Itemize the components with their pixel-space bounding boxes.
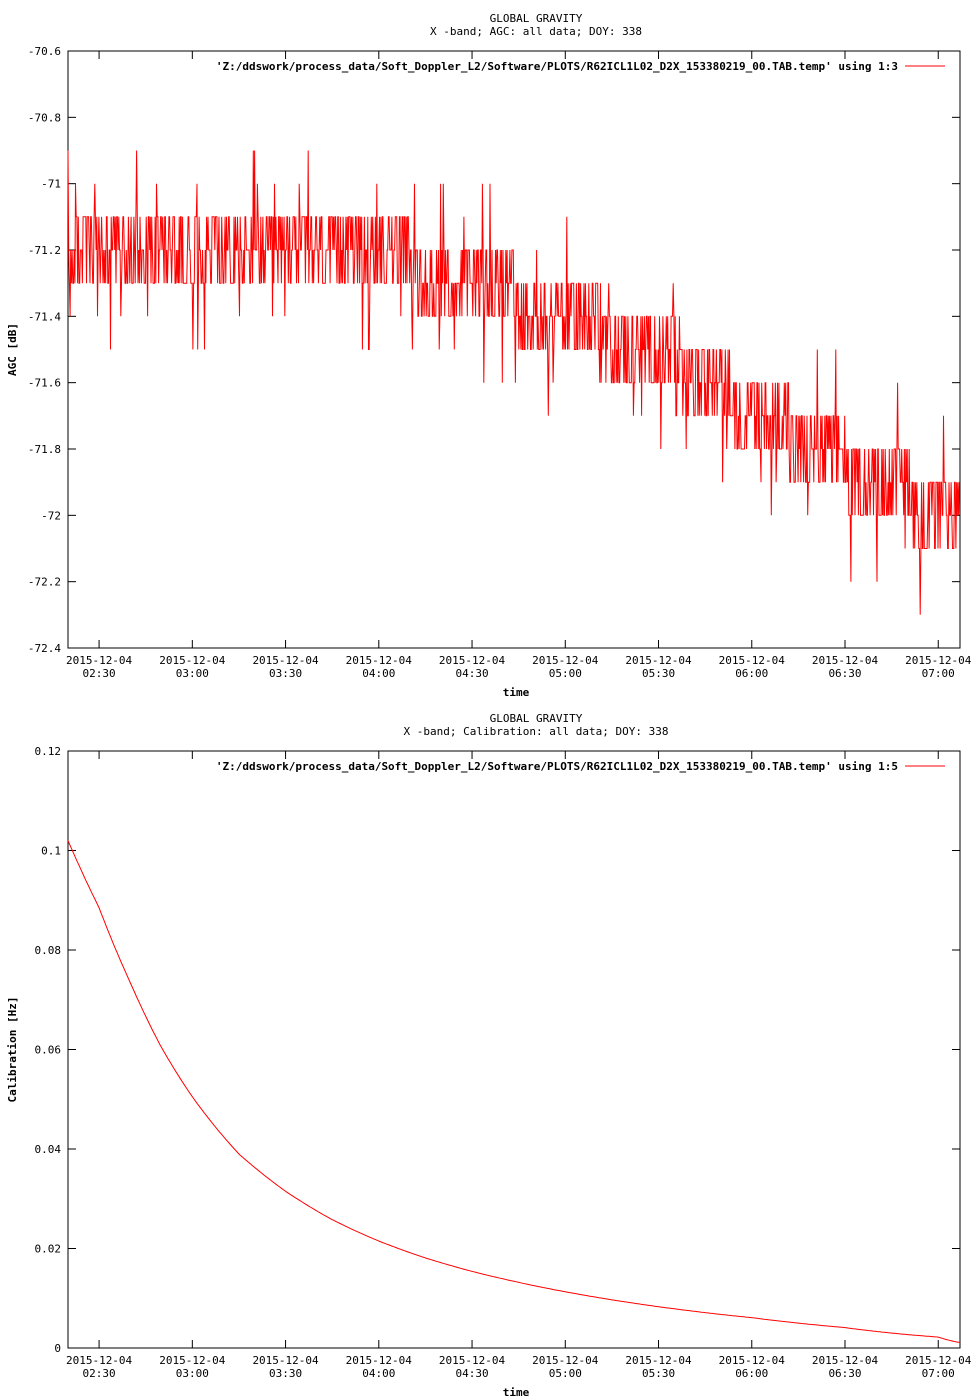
y-tick-label: -71 xyxy=(41,178,61,191)
y-tick-label: 0.04 xyxy=(35,1143,62,1156)
x-tick-time-label: 06:00 xyxy=(735,1367,768,1380)
chart-title: GLOBAL GRAVITY xyxy=(490,12,583,25)
x-tick-time-label: 02:30 xyxy=(83,667,116,680)
y-axis-label: Calibration [Hz] xyxy=(6,997,19,1103)
legend-label: 'Z:/ddswork/process_data/Soft_Doppler_L2… xyxy=(216,760,898,773)
y-tick-label: -71.2 xyxy=(28,244,61,257)
x-tick-date-label: 2015-12-04 xyxy=(439,654,506,667)
x-tick-date-label: 2015-12-04 xyxy=(532,654,599,667)
x-axis-label: time xyxy=(503,1386,530,1399)
x-tick-date-label: 2015-12-04 xyxy=(252,1354,319,1367)
y-axis-label: AGC [dB] xyxy=(6,323,19,376)
x-tick-time-label: 03:00 xyxy=(176,667,209,680)
y-tick-label: 0.12 xyxy=(35,745,62,758)
y-tick-label: 0.1 xyxy=(41,845,61,858)
chart-subtitle: X -band; Calibration: all data; DOY: 338 xyxy=(404,725,669,738)
x-tick-time-label: 03:30 xyxy=(269,667,302,680)
y-tick-label: -70.6 xyxy=(28,45,61,58)
x-tick-time-label: 04:00 xyxy=(362,1367,395,1380)
y-tick-label: -71.6 xyxy=(28,377,61,390)
x-tick-time-label: 04:00 xyxy=(362,667,395,680)
x-tick-time-label: 04:30 xyxy=(455,1367,488,1380)
y-tick-label: -72 xyxy=(41,509,61,522)
x-tick-time-label: 03:00 xyxy=(176,1367,209,1380)
x-tick-time-label: 02:30 xyxy=(83,1367,116,1380)
x-tick-date-label: 2015-12-04 xyxy=(625,1354,692,1367)
x-tick-time-label: 05:30 xyxy=(642,667,675,680)
x-tick-time-label: 07:00 xyxy=(922,1367,955,1380)
x-tick-time-label: 05:30 xyxy=(642,1367,675,1380)
x-tick-time-label: 05:00 xyxy=(549,667,582,680)
plot-frame xyxy=(67,750,961,1349)
x-tick-time-label: 07:00 xyxy=(922,667,955,680)
legend-label: 'Z:/ddswork/process_data/Soft_Doppler_L2… xyxy=(216,60,898,73)
x-tick-date-label: 2015-12-04 xyxy=(532,1354,599,1367)
y-tick-label: -72.4 xyxy=(28,642,61,655)
x-tick-time-label: 06:00 xyxy=(735,667,768,680)
x-tick-date-label: 2015-12-04 xyxy=(159,654,226,667)
x-tick-date-label: 2015-12-04 xyxy=(719,1354,786,1367)
y-tick-label: 0.08 xyxy=(35,944,62,957)
x-tick-time-label: 05:00 xyxy=(549,1367,582,1380)
y-tick-label: -71.4 xyxy=(28,310,61,323)
plot-frame xyxy=(67,50,961,649)
x-tick-date-label: 2015-12-04 xyxy=(719,654,786,667)
x-tick-date-label: 2015-12-04 xyxy=(439,1354,506,1367)
y-tick-label: 0.06 xyxy=(35,1044,62,1057)
x-tick-date-label: 2015-12-04 xyxy=(159,1354,226,1367)
chart-subtitle: X -band; AGC: all data; DOY: 338 xyxy=(430,25,642,38)
y-tick-label: -71.8 xyxy=(28,443,61,456)
x-tick-date-label: 2015-12-04 xyxy=(66,654,133,667)
x-tick-date-label: 2015-12-04 xyxy=(905,1354,972,1367)
x-tick-time-label: 06:30 xyxy=(828,1367,861,1380)
y-tick-label: 0.02 xyxy=(35,1243,62,1256)
x-tick-date-label: 2015-12-04 xyxy=(346,654,413,667)
x-tick-date-label: 2015-12-04 xyxy=(905,654,972,667)
x-tick-date-label: 2015-12-04 xyxy=(812,654,879,667)
x-tick-date-label: 2015-12-04 xyxy=(66,1354,133,1367)
x-tick-date-label: 2015-12-04 xyxy=(252,654,319,667)
y-tick-label: -72.2 xyxy=(28,576,61,589)
series-line xyxy=(67,150,960,615)
x-axis-label: time xyxy=(503,686,530,699)
chart-title: GLOBAL GRAVITY xyxy=(490,712,583,725)
x-tick-time-label: 04:30 xyxy=(455,667,488,680)
series-line xyxy=(67,840,961,1343)
x-tick-date-label: 2015-12-04 xyxy=(812,1354,879,1367)
x-tick-time-label: 06:30 xyxy=(828,667,861,680)
x-tick-time-label: 03:30 xyxy=(269,1367,302,1380)
y-tick-label: 0 xyxy=(54,1342,61,1355)
y-tick-label: -70.8 xyxy=(28,111,61,124)
x-tick-date-label: 2015-12-04 xyxy=(625,654,692,667)
x-tick-date-label: 2015-12-04 xyxy=(346,1354,413,1367)
